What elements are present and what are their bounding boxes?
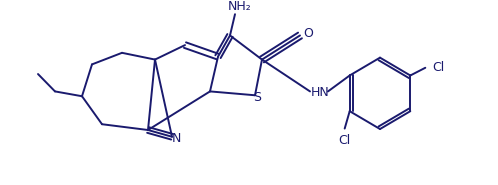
Text: Cl: Cl (432, 61, 444, 74)
Text: NH₂: NH₂ (228, 0, 252, 13)
Text: O: O (303, 27, 313, 40)
Text: Cl: Cl (339, 134, 351, 147)
Text: HN: HN (311, 86, 329, 99)
Text: N: N (171, 132, 181, 145)
Text: S: S (253, 91, 261, 104)
